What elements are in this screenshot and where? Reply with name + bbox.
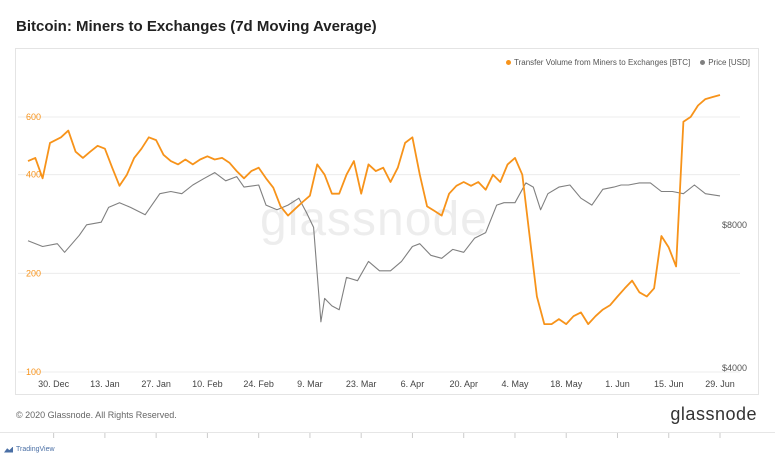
right-axis-tick-label: $8000	[722, 220, 747, 230]
legend-transfer-dot	[505, 60, 511, 65]
tradingview-icon	[4, 446, 13, 453]
x-axis-tick-label: 1. Jun	[605, 379, 630, 389]
x-axis-tick-label: 10. Feb	[192, 379, 223, 389]
tradingview-label: TradingView	[16, 446, 55, 453]
legend-item-transfer[interactable]: Transfer Volume from Miners to Exchanges…	[505, 58, 691, 67]
x-axis-tick-label: 20. Apr	[449, 379, 478, 389]
x-axis-tick-label: 24. Feb	[243, 379, 274, 389]
watermark: glassnode	[260, 193, 488, 246]
legend-price-label: Price [USD]	[708, 58, 750, 67]
x-axis-tick-label: 27. Jan	[141, 379, 171, 389]
series-transfer-line	[27, 94, 721, 326]
page-title: Bitcoin: Miners to Exchanges (7d Moving …	[16, 18, 377, 35]
x-axis-tick-label: 6. Apr	[401, 379, 425, 389]
x-axis-tick-label: 9. Mar	[297, 379, 323, 389]
left-axis-tick-label: 100	[26, 367, 41, 377]
timeline-scrollbar[interactable]	[0, 432, 775, 441]
left-axis-tick-label: 200	[26, 268, 41, 278]
chart-frame	[15, 48, 759, 395]
copyright-notice: © 2020 Glassnode. All Rights Reserved.	[16, 410, 177, 420]
left-axis-tick-label: 600	[26, 112, 41, 122]
x-axis-tick-label: 13. Jan	[90, 379, 120, 389]
left-axis-tick-label: 400	[26, 170, 41, 180]
legend-price-dot	[700, 60, 706, 65]
legend-item-price[interactable]: Price [USD]	[700, 58, 750, 67]
tradingview-link[interactable]: TradingView	[4, 446, 55, 453]
series-price-line	[27, 172, 721, 323]
x-axis-tick-label: 18. May	[550, 379, 583, 389]
x-axis-tick-label: 4. May	[501, 379, 529, 389]
x-axis-tick-label: 15. Jun	[654, 379, 684, 389]
x-axis-tick-label: 30. Dec	[38, 379, 70, 389]
x-axis-tick-label: 29. Jun	[705, 379, 735, 389]
x-axis-tick-label: 23. Mar	[346, 379, 377, 389]
chart-legend[interactable]: Transfer Volume from Miners to Exchanges…	[505, 58, 750, 67]
legend-transfer-label: Transfer Volume from Miners to Exchanges…	[513, 58, 691, 67]
glassnode-logo[interactable]: glassnode	[670, 404, 757, 424]
right-axis-tick-label: $4000	[722, 363, 747, 373]
